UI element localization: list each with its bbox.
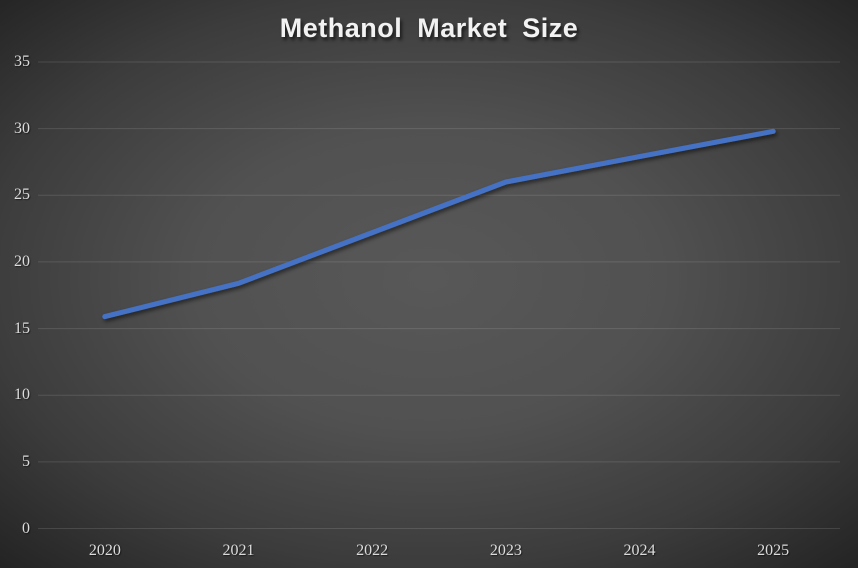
x-tick-label: 2021	[222, 542, 255, 559]
y-tick-label: 35	[14, 53, 30, 70]
y-tick-label: 15	[14, 319, 30, 337]
x-tick-label: 2024	[623, 542, 656, 559]
y-tick-label: 5	[22, 452, 30, 470]
y-tick-label: 20	[14, 252, 30, 270]
y-tick-label: 0	[22, 519, 30, 537]
x-tick-label: 2020	[88, 542, 121, 559]
x-tick-label: 2022	[356, 542, 389, 559]
x-tick-label: 2025	[757, 542, 790, 559]
series-line-methanol	[102, 128, 776, 320]
y-tick-label: 10	[14, 386, 30, 404]
gridlines	[38, 61, 840, 529]
chart-title: Methanol Market Size	[279, 13, 579, 43]
y-tick-label: 25	[14, 186, 30, 204]
y-tick-label: 30	[14, 119, 30, 137]
x-tick-label: 2023	[489, 542, 522, 559]
